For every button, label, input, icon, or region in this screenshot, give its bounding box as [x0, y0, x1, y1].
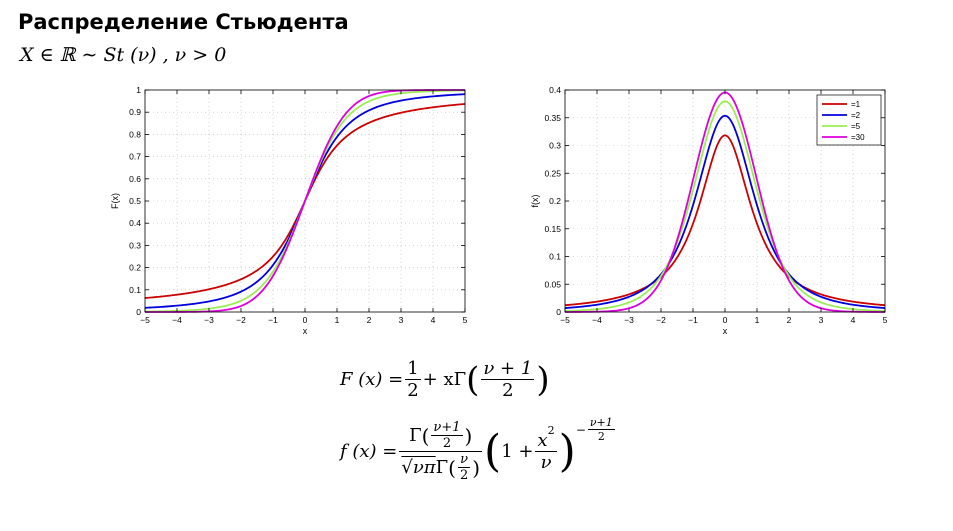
- y-tick-label: 0.35: [544, 113, 561, 123]
- one-plus: 1 +: [501, 441, 534, 462]
- denominator-sqrt: √νπ: [401, 457, 436, 478]
- y-tick-label: 0.4: [129, 218, 141, 228]
- x-axis-label: x: [303, 326, 308, 336]
- numerator-gamma-arg-top: ν+1: [431, 420, 463, 436]
- half-denominator: 2: [407, 380, 419, 401]
- cdf-chart: −5 −4 −3 −2 −1 0 1 2 3 4 5 0 0.1 0.2 0.3 0.4 0.5 0.6 0.7 0.…: [110, 85, 468, 336]
- gamma-arg-denominator: 2: [502, 380, 514, 401]
- x-tick-label: −5: [560, 315, 570, 325]
- y-tick-label: 0.1: [129, 285, 141, 295]
- y-tick-label: 0.9: [129, 107, 141, 117]
- x-tick-label: 3: [819, 315, 824, 325]
- y-tick-label: 1: [136, 85, 141, 95]
- exponent-denominator: 2: [597, 430, 605, 443]
- legend-label: =30: [851, 133, 865, 142]
- x-squared-over-nu: x2 ν: [535, 424, 557, 473]
- numerator-gamma-arg: ν+1 2: [431, 420, 463, 451]
- denominator-gamma-arg: ν 2: [457, 452, 471, 483]
- y-tick-label: 0.6: [129, 174, 141, 184]
- half-fraction: 1 2: [405, 358, 421, 401]
- x-tick-label: −3: [624, 315, 634, 325]
- x-tick-label: 0: [303, 315, 308, 325]
- x-tick-label: −4: [172, 315, 182, 325]
- y-tick-label: 0.5: [129, 196, 141, 206]
- cdf-formula: F (x) = 1 2 + xΓ ( ν + 1 2 ): [340, 358, 550, 401]
- x-tick-label: 4: [851, 315, 856, 325]
- x-tick-label: 5: [463, 315, 468, 325]
- legend-label: =5: [851, 122, 861, 131]
- y-tick-label: 0.3: [129, 240, 141, 250]
- y-tick-label: 0.3: [549, 141, 561, 151]
- page-title: Распределение Стьюдента: [18, 10, 349, 34]
- nu-denominator: ν: [540, 452, 552, 473]
- x-tick-label: −5: [140, 315, 150, 325]
- x-symbol: x: [537, 430, 548, 451]
- pdf-main-numerator: Γ ( ν+1 2 ): [399, 420, 483, 452]
- numerator-gamma-arg-bottom: 2: [442, 436, 452, 451]
- y-tick-label: 0.05: [544, 279, 561, 289]
- y-tick-label: 0.8: [129, 129, 141, 139]
- series-line: [564, 100, 886, 312]
- y-tick-label: 0.25: [544, 168, 561, 178]
- pdf-formula-lhs: f (x) =: [340, 441, 398, 462]
- y-tick-label: 0.2: [549, 196, 561, 206]
- square-exponent: 2: [547, 424, 555, 437]
- numerator-gamma: Γ: [409, 425, 422, 446]
- x-tick-label: 1: [755, 315, 760, 325]
- y-axis-label: F(x): [110, 193, 120, 209]
- pdf-main-denominator: √νπ Γ ( ν 2 ): [401, 452, 481, 483]
- exponent-numerator: ν+1: [587, 416, 615, 430]
- y-tick-label: 0.15: [544, 224, 561, 234]
- x-axis-label: x: [723, 326, 728, 336]
- distribution-definition: X ∈ ℝ ∼ St (ν) , ν > 0: [20, 44, 227, 66]
- x-tick-label: −1: [688, 315, 698, 325]
- close-paren: ): [536, 359, 550, 400]
- denominator-gamma: Γ: [435, 457, 449, 478]
- legend-label: =2: [851, 111, 861, 120]
- open-paren: (: [466, 359, 480, 400]
- y-tick-label: 0: [136, 307, 141, 317]
- x-tick-label: 2: [367, 315, 372, 325]
- series-line: [564, 114, 886, 309]
- x-tick-label: −4: [592, 315, 602, 325]
- series-line: [564, 134, 886, 307]
- pdf-chart: −5 −4 −3 −2 −1 0 1 2 3 4 5 0 0.05 0.1 0.15 0.2 0.25 0.3 0.…: [530, 85, 888, 336]
- y-tick-label: 0: [556, 307, 561, 317]
- y-tick-label: 0.1: [549, 252, 561, 262]
- exponent-minus: −: [575, 422, 586, 437]
- pdf-formula: f (x) = Γ ( ν+1 2 ) √νπ Γ ( ν 2 ) ( 1 + …: [340, 416, 617, 483]
- x-gamma-term: + xΓ: [422, 369, 467, 390]
- x-tick-label: −2: [236, 315, 246, 325]
- exponent-fraction: ν+1 2: [587, 416, 615, 443]
- x-tick-label: −1: [268, 315, 278, 325]
- x-tick-label: 0: [723, 315, 728, 325]
- y-tick-label: 0.4: [549, 85, 561, 95]
- denominator-gamma-arg-bottom: 2: [459, 468, 469, 483]
- x-tick-label: −3: [204, 315, 214, 325]
- x-tick-label: −2: [656, 315, 666, 325]
- y-tick-label: 0.7: [129, 152, 141, 162]
- half-numerator: 1: [405, 358, 421, 380]
- x-squared: x2: [535, 424, 557, 452]
- x-tick-label: 2: [787, 315, 792, 325]
- gamma-arg-numerator: ν + 1: [481, 358, 535, 380]
- pdf-main-fraction: Γ ( ν+1 2 ) √νπ Γ ( ν 2 ): [399, 420, 483, 483]
- x-tick-label: 3: [399, 315, 404, 325]
- y-tick-label: 0.2: [129, 263, 141, 273]
- x-tick-label: 4: [431, 315, 436, 325]
- base-open-paren: (: [484, 426, 502, 477]
- y-axis-label: f(x): [530, 195, 540, 208]
- gamma-argument-fraction: ν + 1 2: [481, 358, 535, 401]
- denominator-gamma-arg-top: ν: [457, 452, 471, 468]
- power-exponent: − ν+1 2: [576, 416, 617, 443]
- base-close-paren: ): [558, 426, 576, 477]
- x-tick-label: 1: [335, 315, 340, 325]
- x-tick-label: 5: [883, 315, 888, 325]
- legend-label: =1: [851, 100, 861, 109]
- cdf-formula-lhs: F (x) =: [340, 369, 404, 390]
